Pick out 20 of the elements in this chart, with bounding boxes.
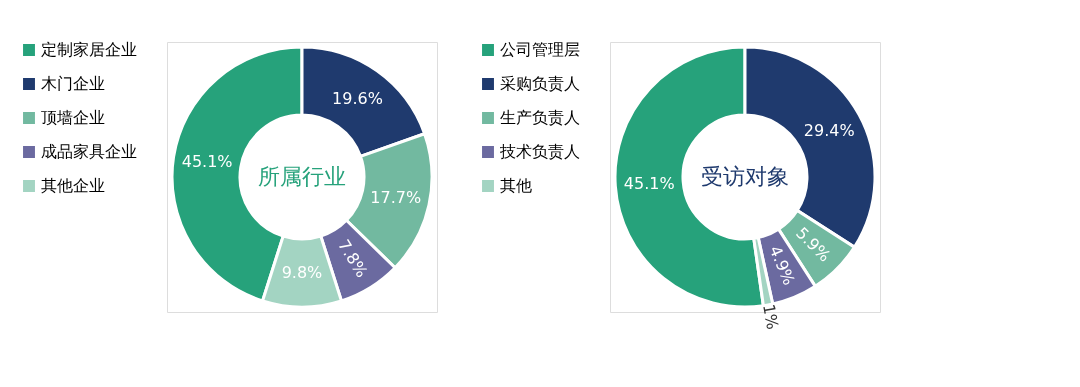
data-label: 45.1% — [181, 152, 233, 172]
data-label: 17.7% — [370, 187, 422, 207]
legend-label: 木门企业 — [41, 74, 105, 93]
legend-label: 其他 — [500, 176, 532, 195]
data-label: 9.8% — [281, 263, 323, 282]
data-label: 45.1% — [623, 173, 675, 193]
legend-label: 采购负责人 — [500, 74, 580, 93]
data-label: 29.4% — [803, 120, 855, 140]
legend-label: 其他企业 — [41, 176, 105, 195]
legend-label: 生产负责人 — [500, 108, 580, 127]
legend-label: 公司管理层 — [500, 40, 580, 59]
text: 受访对象 — [701, 164, 789, 189]
text: 所属行业 — [258, 164, 346, 189]
legend-label: 成品家具企业 — [41, 142, 137, 161]
legend-label: 定制家居企业 — [41, 40, 137, 59]
legend-label: 顶墙企业 — [41, 108, 105, 127]
data-label: 19.6% — [332, 88, 383, 108]
data-label: 4.9% — [765, 243, 799, 288]
legend-label: 技术负责人 — [499, 142, 580, 161]
data-label: 1% — [759, 302, 783, 331]
